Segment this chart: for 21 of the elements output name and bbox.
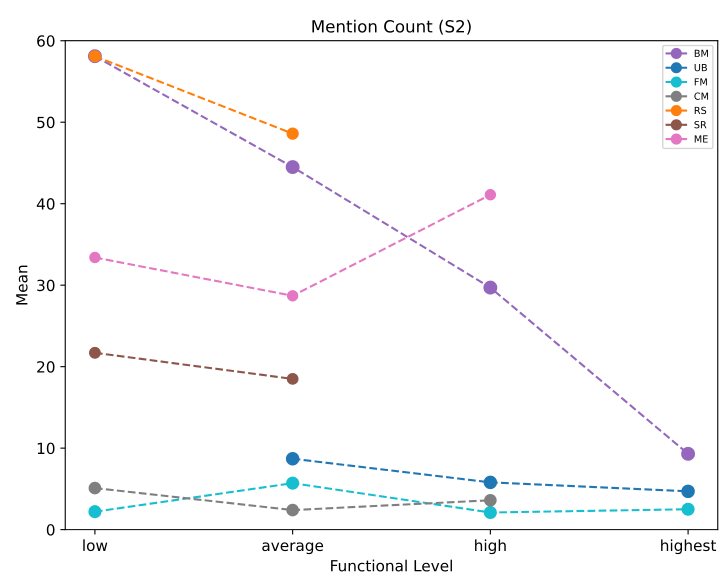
y-tick-label: 60	[37, 35, 55, 47]
y-tick-label: 30	[37, 280, 55, 292]
legend-label: FM	[694, 78, 707, 86]
y-axis-title: Mean	[16, 266, 28, 304]
legend-label: BM	[694, 50, 708, 57]
y-tick-label: 10	[38, 442, 55, 454]
x-tick-label: average	[262, 542, 324, 554]
chart-title: Mention Count (S2)	[312, 20, 471, 35]
y-tick-label: 20	[37, 361, 55, 373]
y-tick-label: 0	[46, 524, 55, 536]
legend-label: CM	[694, 92, 708, 100]
legend-label: UB	[694, 64, 707, 72]
x-tick-label: low	[83, 539, 108, 552]
y-tick-label: 50	[37, 116, 55, 128]
y-tick-label: 40	[36, 198, 55, 210]
x-tick-label: high	[475, 539, 506, 554]
legend-label: ME	[694, 135, 708, 142]
legend-label: RS	[694, 106, 706, 114]
x-tick-label: highest	[661, 539, 716, 554]
legend-label: SR	[694, 121, 706, 128]
x-axis-title: Functional Level	[331, 560, 452, 572]
